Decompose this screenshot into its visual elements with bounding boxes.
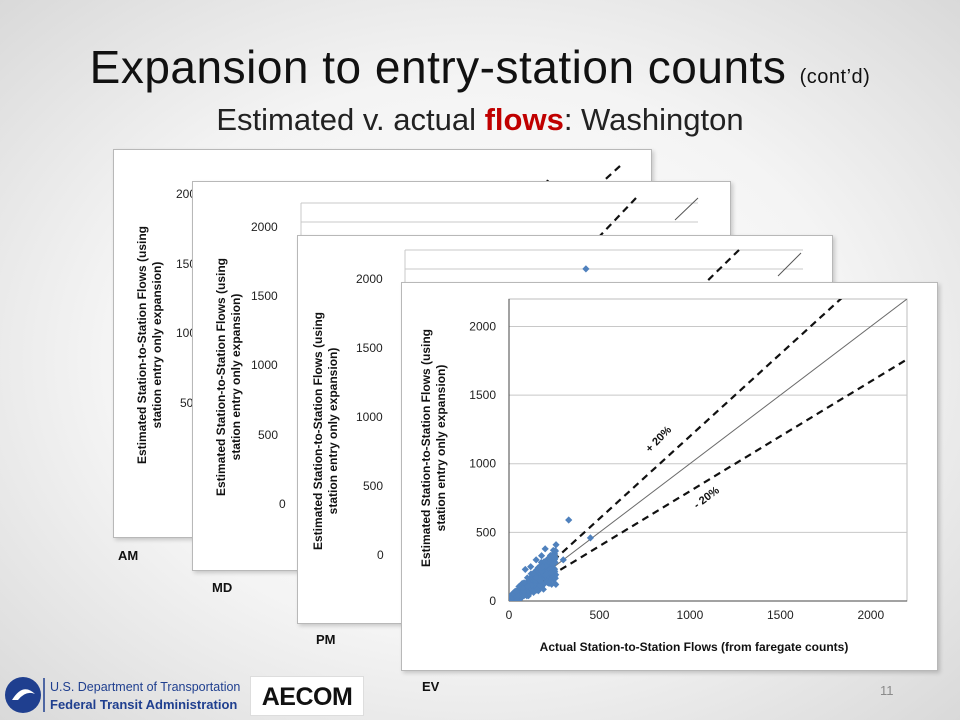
page-number: 11 bbox=[880, 683, 894, 698]
slide-subtitle: Estimated v. actual flows: Washington bbox=[0, 102, 960, 138]
ev-cloud-point bbox=[551, 546, 559, 554]
ev-data-point bbox=[537, 552, 546, 560]
pm-ylabel-line1: Estimated Station-to-Station Flows (usin… bbox=[311, 312, 325, 550]
am-ylabel-line1: Estimated Station-to-Station Flows (usin… bbox=[135, 226, 149, 464]
ev-reference-line bbox=[509, 299, 843, 601]
md-ylabel-line2: station entry only expansion) bbox=[229, 294, 243, 461]
pm-ytick-1500: 1500 bbox=[356, 341, 383, 355]
chart-md-svg: Estimated Station-to-Station Flows (usin… bbox=[214, 197, 699, 511]
ev-cloud-point bbox=[545, 554, 552, 562]
ev-cloud-point bbox=[513, 597, 521, 601]
ev-ytick-label: 0 bbox=[489, 594, 496, 608]
slide-title: Expansion to entry-station counts (cont’… bbox=[0, 40, 960, 94]
ev-cloud-point bbox=[546, 559, 554, 567]
md-ytick-1000: 1000 bbox=[251, 358, 278, 372]
pm-ytick-500: 500 bbox=[363, 479, 383, 493]
ev-data-point bbox=[548, 560, 557, 568]
pm-ytick-0: 0 bbox=[377, 548, 384, 562]
ev-reference-lines bbox=[509, 299, 907, 601]
pm-points bbox=[582, 265, 590, 273]
ev-cloud-point bbox=[540, 585, 547, 593]
aecom-logo: AECOM bbox=[250, 676, 364, 716]
pm-ytick-2000: 2000 bbox=[356, 272, 383, 286]
ev-cloud-point bbox=[539, 563, 547, 571]
pm-ylabel-line2: station entry only expansion) bbox=[326, 348, 340, 515]
aecom-wordmark: AECOM bbox=[262, 683, 353, 711]
pm-equality-line bbox=[777, 252, 802, 277]
pm-plus20-line bbox=[697, 249, 740, 291]
dot-logo-line2: Federal Transit Administration bbox=[50, 697, 237, 712]
ev-ytick-label: 500 bbox=[476, 525, 496, 539]
ev-cloud-point bbox=[549, 551, 556, 559]
ev-cloud-point bbox=[509, 597, 514, 601]
ev-cloud-point bbox=[536, 582, 544, 589]
ev-xtick-label: 2000 bbox=[857, 608, 884, 622]
ev-ticks: 0 500 1000 1500 2000 0 500 1000 1500 2000 bbox=[469, 319, 884, 622]
md-equality-line bbox=[674, 197, 699, 221]
md-ytick-500: 500 bbox=[258, 428, 278, 442]
ev-cloud-point bbox=[524, 582, 532, 590]
ev-data-point bbox=[532, 556, 540, 564]
ev-data-point bbox=[527, 563, 535, 571]
ev-annotation-plus20: + 20% bbox=[644, 424, 675, 455]
subtitle-post: : Washington bbox=[563, 102, 744, 137]
ev-xtick-label: 500 bbox=[589, 608, 609, 622]
ev-xtick-label: 0 bbox=[506, 608, 513, 622]
md-ytick-1500: 1500 bbox=[251, 289, 278, 303]
ev-xtick-label: 1000 bbox=[677, 608, 704, 622]
ev-cloud-point bbox=[546, 578, 554, 586]
md-ytick-2000: 2000 bbox=[251, 220, 278, 234]
slide-title-main: Expansion to entry-station counts bbox=[89, 41, 787, 93]
dot-fta-logo: U.S. Department of Transportation Federa… bbox=[2, 674, 242, 716]
ev-data-point bbox=[559, 556, 567, 564]
ev-cloud-point bbox=[551, 579, 559, 587]
panel-label-pm: PM bbox=[316, 632, 336, 647]
pm-ytick-1000: 1000 bbox=[356, 410, 383, 424]
md-ylabel-line1: Estimated Station-to-Station Flows (usin… bbox=[214, 258, 228, 496]
ev-xtick-label: 1500 bbox=[767, 608, 794, 622]
ev-ylabel-line2: station entry only expansion) bbox=[434, 365, 448, 532]
md-ytick-0: 0 bbox=[279, 497, 286, 511]
slide-title-suffix: (cont’d) bbox=[799, 66, 871, 88]
ev-ytick-label: 1000 bbox=[469, 457, 496, 471]
panel-label-am: AM bbox=[118, 548, 139, 563]
ev-data-point bbox=[541, 545, 549, 553]
dot-logo-line1: U.S. Department of Transportation bbox=[50, 680, 240, 694]
ev-reference-line bbox=[509, 299, 907, 601]
ev-ytick-label: 1500 bbox=[469, 388, 496, 402]
chart-pm-svg: Estimated Station-to-Station Flows (usin… bbox=[311, 249, 803, 562]
ev-cloud-point bbox=[530, 589, 537, 596]
ev-grid bbox=[508, 298, 908, 602]
ev-cloud-point bbox=[515, 583, 523, 590]
pm-data-point bbox=[582, 265, 590, 273]
panel-label-md: MD bbox=[212, 580, 233, 595]
am-ylabel-line2: station entry only expansion) bbox=[150, 262, 164, 429]
ev-cloud-point bbox=[520, 592, 528, 600]
md-plus20-line bbox=[597, 197, 637, 239]
ev-cloud-point bbox=[532, 574, 540, 581]
ev-reference-line bbox=[509, 358, 907, 601]
ev-data-point bbox=[586, 534, 595, 542]
ev-data-point bbox=[552, 541, 560, 549]
panel-label-ev: EV bbox=[422, 679, 440, 694]
ev-cloud-point bbox=[520, 579, 528, 587]
ev-data-point bbox=[521, 565, 529, 574]
ev-xlabel: Actual Station-to-Station Flows (from fa… bbox=[540, 640, 849, 654]
ev-ytick-label: 2000 bbox=[469, 319, 496, 333]
ev-cloud-point bbox=[536, 576, 544, 584]
chart-card-ev: 0 500 1000 1500 2000 0 500 1000 1500 2000 Estimat… bbox=[401, 282, 938, 671]
subtitle-pre: Estimated v. actual bbox=[216, 102, 485, 137]
chart-ev-svg: 0 500 1000 1500 2000 0 500 1000 1500 2000 Estimat… bbox=[419, 298, 908, 654]
aecom-logo-svg: AECOM bbox=[262, 683, 353, 711]
ev-cloud-point bbox=[551, 568, 559, 576]
ev-data-point bbox=[565, 516, 573, 524]
ev-cloud-point bbox=[523, 588, 531, 595]
dot-logo-svg: U.S. Department of Transportation Federa… bbox=[5, 677, 240, 713]
ev-point-cloud bbox=[509, 546, 560, 601]
dot-seal-swoosh-icon bbox=[12, 689, 35, 700]
subtitle-highlight: flows bbox=[484, 102, 564, 137]
ev-ylabel-line1: Estimated Station-to-Station Flows (usin… bbox=[419, 329, 433, 567]
